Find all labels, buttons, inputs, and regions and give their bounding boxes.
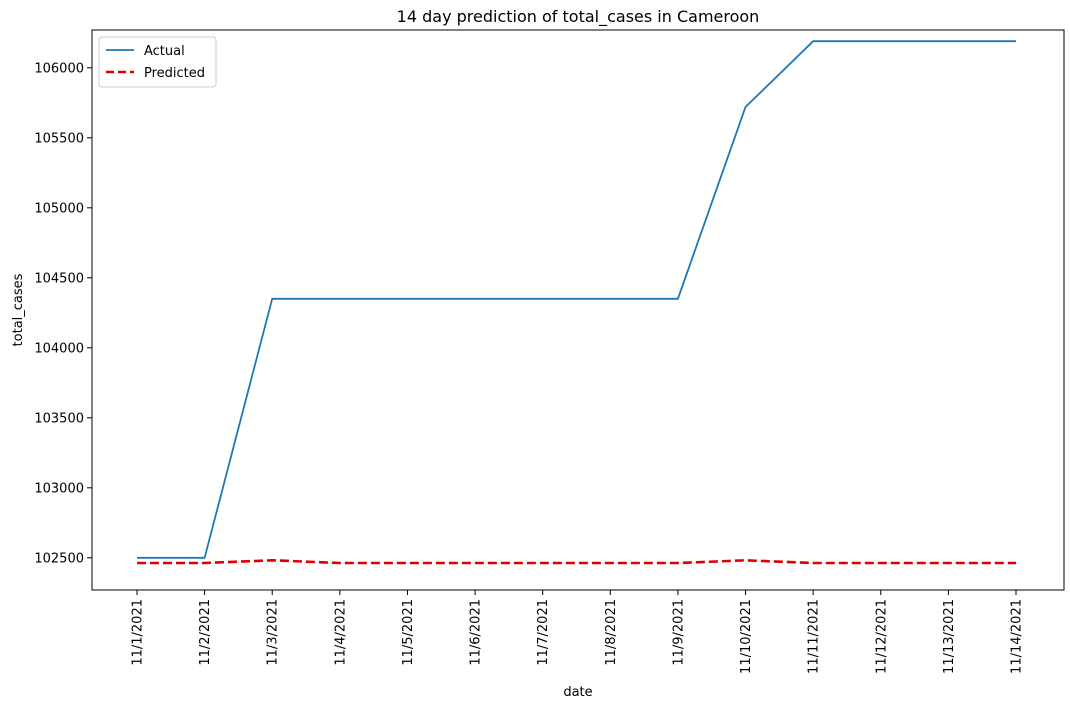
- y-axis-label: total_cases: [11, 273, 26, 346]
- y-tick-label: 103500: [34, 411, 84, 426]
- x-tick-label: 11/3/2021: [266, 599, 281, 666]
- x-axis-label: date: [563, 685, 592, 700]
- y-tick-label: 105000: [34, 201, 84, 216]
- x-tick-label: 11/13/2021: [942, 599, 957, 674]
- x-tick-label: 11/10/2021: [739, 599, 754, 674]
- x-tick-label: 11/2/2021: [198, 599, 213, 666]
- x-tick-label: 11/6/2021: [469, 599, 484, 666]
- x-tick-label: 11/1/2021: [131, 599, 146, 666]
- legend: Actual Predicted: [98, 36, 217, 88]
- x-tick-label: 11/7/2021: [536, 599, 551, 666]
- y-tick-label: 104000: [34, 341, 84, 356]
- x-tick-label: 11/9/2021: [671, 599, 686, 666]
- x-tick-label: 11/12/2021: [874, 599, 889, 674]
- plot-frame: [91, 29, 1065, 591]
- series-line-predicted: [137, 558, 1016, 565]
- legend-actual-label: Actual: [144, 44, 185, 59]
- legend-predicted-label: Predicted: [144, 66, 205, 81]
- x-tick-label: 11/8/2021: [604, 599, 619, 666]
- x-tick-label: 11/4/2021: [333, 599, 348, 666]
- plot-area: 102500 103000 103500 104000 104500 105000 1055…: [34, 40, 1025, 674]
- y-tick-label: 105500: [34, 131, 84, 146]
- x-tick-label: 11/5/2021: [401, 599, 416, 666]
- chart-title: 14 day prediction of total_cases in Came…: [397, 7, 760, 27]
- y-tick-label: 104500: [34, 271, 84, 286]
- x-tick-label: 11/11/2021: [807, 599, 822, 674]
- y-tick-label: 103000: [34, 481, 84, 496]
- series-line-actual: [137, 40, 1016, 559]
- x-tick-label: 11/14/2021: [1010, 599, 1025, 674]
- y-tick-label: 106000: [34, 61, 84, 76]
- y-tick-label: 102500: [34, 551, 84, 566]
